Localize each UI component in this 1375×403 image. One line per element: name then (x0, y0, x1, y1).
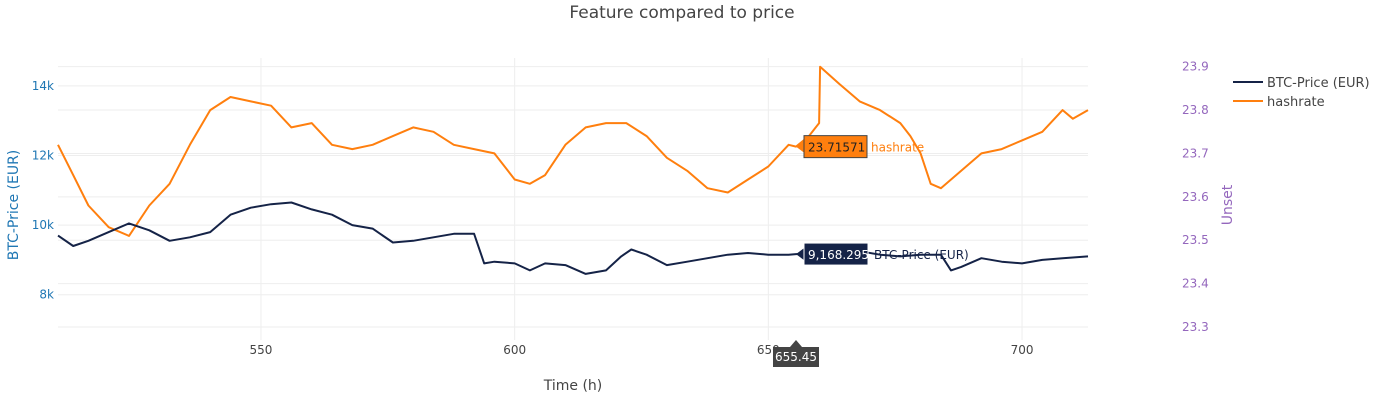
x-axis-label: Time (h) (543, 378, 603, 394)
legend-label-hashrate: hashrate (1267, 95, 1325, 110)
y-left-tick-label: 8k (39, 288, 54, 302)
x-tick-label: 700 (1011, 343, 1034, 357)
y-right-tick-label: 23.4 (1182, 277, 1209, 291)
series-line-hashrate[interactable] (57, 65, 1089, 237)
y-axis-left-label: BTC-Price (EUR) (6, 150, 22, 261)
y-right-tick-label: 23.8 (1182, 103, 1209, 117)
hover-pointer-x (789, 340, 802, 347)
hover-pointer-hashrate (795, 140, 804, 153)
y-right-tick-label: 23.6 (1182, 190, 1209, 204)
hover-box-btc (803, 242, 869, 266)
y-left-tick-label: 12k (32, 148, 54, 162)
y-left-tick-label: 10k (32, 218, 54, 232)
y-right-tick-label: 23.9 (1182, 60, 1209, 74)
hover-pointer-btc (795, 248, 804, 261)
hover-value-x: 655.45 (775, 350, 817, 364)
y-right-tick-label: 23.7 (1182, 146, 1209, 160)
chart-title: Feature compared to price (569, 3, 794, 23)
hover-name-btc: BTC-Price (EUR) (874, 248, 969, 262)
hover-value-btc: 9,168.295 (808, 248, 869, 262)
hover-box-x (772, 347, 819, 367)
y-left-tick-label: 14k (32, 79, 54, 93)
hover-name-hashrate: hashrate (871, 141, 924, 155)
legend-item-btc[interactable]: BTC-Price (EUR) (1233, 76, 1370, 91)
y-axis-right-label: Unset (1220, 184, 1236, 225)
legend-item-hashrate[interactable]: hashrate (1233, 95, 1325, 110)
x-tick-label: 550 (250, 343, 273, 357)
x-tick-label: 600 (503, 343, 526, 357)
legend: BTC-Price (EUR) hashrate (1233, 76, 1370, 110)
legend-label-btc: BTC-Price (EUR) (1267, 76, 1370, 91)
series-line-btc[interactable] (57, 201, 1089, 275)
axes: 550 600 650 7008k10k12k14k23.323.423.523.62… (32, 60, 1209, 357)
hover-value-hashrate: 23.71571 (808, 141, 865, 155)
hover-box-hashrate (803, 135, 868, 159)
y-right-tick-label: 23.3 (1182, 320, 1209, 334)
plot-area[interactable] (57, 65, 1089, 275)
hover-labels: 23.71571 hashrate 9,168.295 BTC-Price (EUR)… (772, 135, 969, 367)
y-right-tick-label: 23.5 (1182, 233, 1209, 247)
gridlines (58, 58, 1088, 340)
